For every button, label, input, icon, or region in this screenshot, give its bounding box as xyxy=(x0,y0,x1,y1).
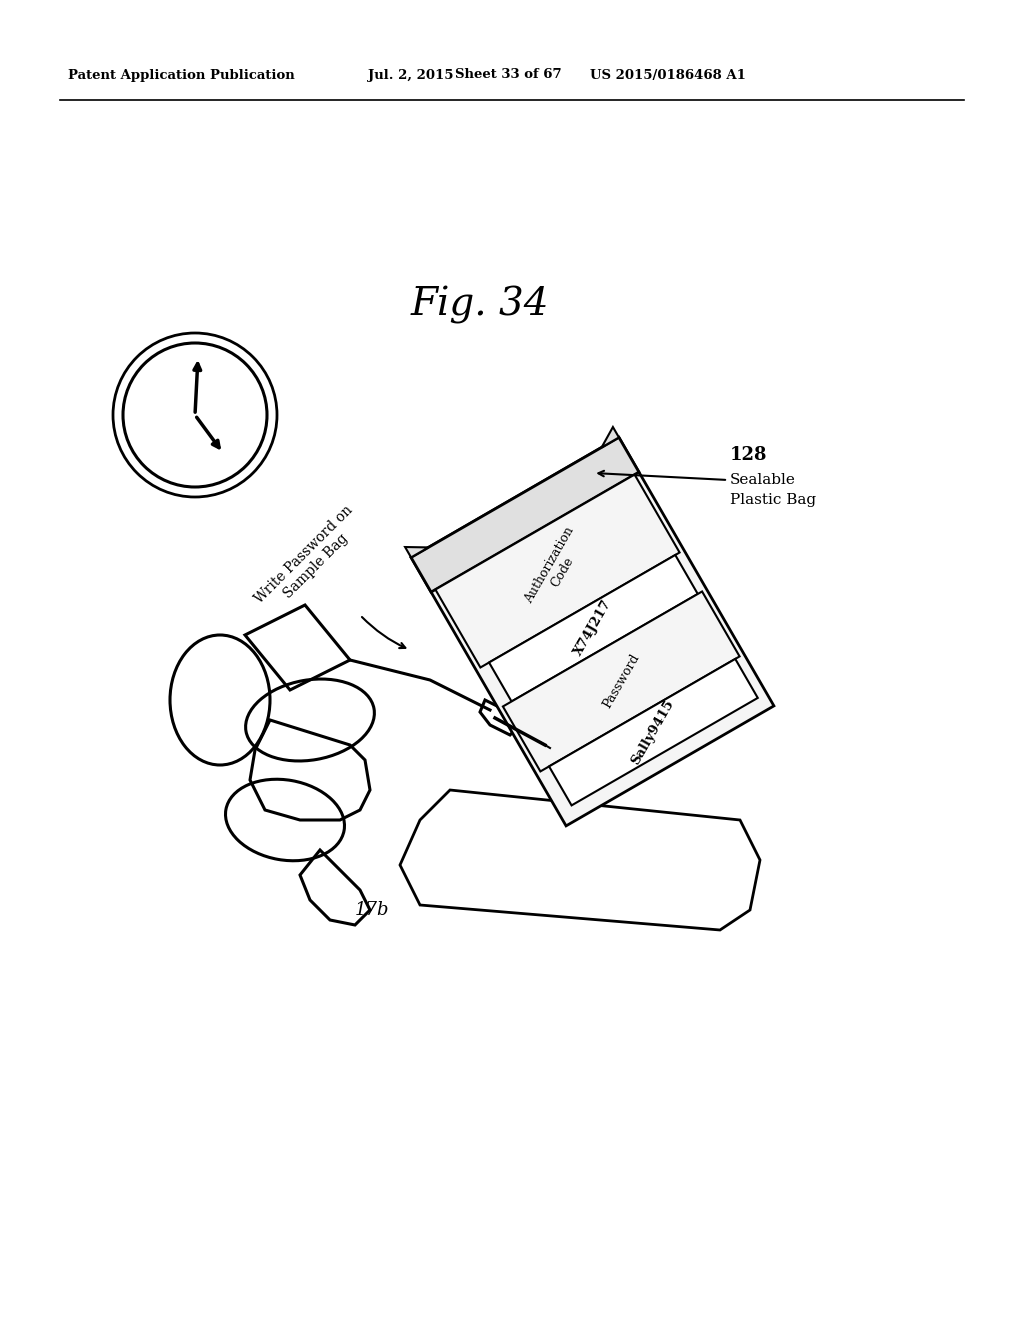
Text: Fig. 34: Fig. 34 xyxy=(411,286,549,323)
Text: Sealable: Sealable xyxy=(730,473,796,487)
Text: Authorization
Code: Authorization Code xyxy=(522,524,590,612)
Polygon shape xyxy=(602,428,618,447)
Polygon shape xyxy=(435,475,680,668)
Text: 17b: 17b xyxy=(355,902,389,919)
Polygon shape xyxy=(503,591,739,771)
Polygon shape xyxy=(406,546,428,557)
Text: Plastic Bag: Plastic Bag xyxy=(730,492,816,507)
Text: US 2015/0186468 A1: US 2015/0186468 A1 xyxy=(590,69,745,82)
Text: Write Password on
Sample Bag: Write Password on Sample Bag xyxy=(253,503,368,618)
Text: 128: 128 xyxy=(730,446,768,465)
Text: Password: Password xyxy=(600,652,642,710)
Text: Patent Application Publication: Patent Application Publication xyxy=(68,69,295,82)
Polygon shape xyxy=(549,659,758,805)
Text: X74J217: X74J217 xyxy=(571,598,614,659)
Polygon shape xyxy=(489,554,697,701)
Polygon shape xyxy=(411,437,639,593)
Text: Sally9415: Sally9415 xyxy=(629,697,677,767)
Polygon shape xyxy=(411,437,774,826)
Text: Sheet 33 of 67: Sheet 33 of 67 xyxy=(455,69,561,82)
Text: Jul. 2, 2015: Jul. 2, 2015 xyxy=(368,69,454,82)
